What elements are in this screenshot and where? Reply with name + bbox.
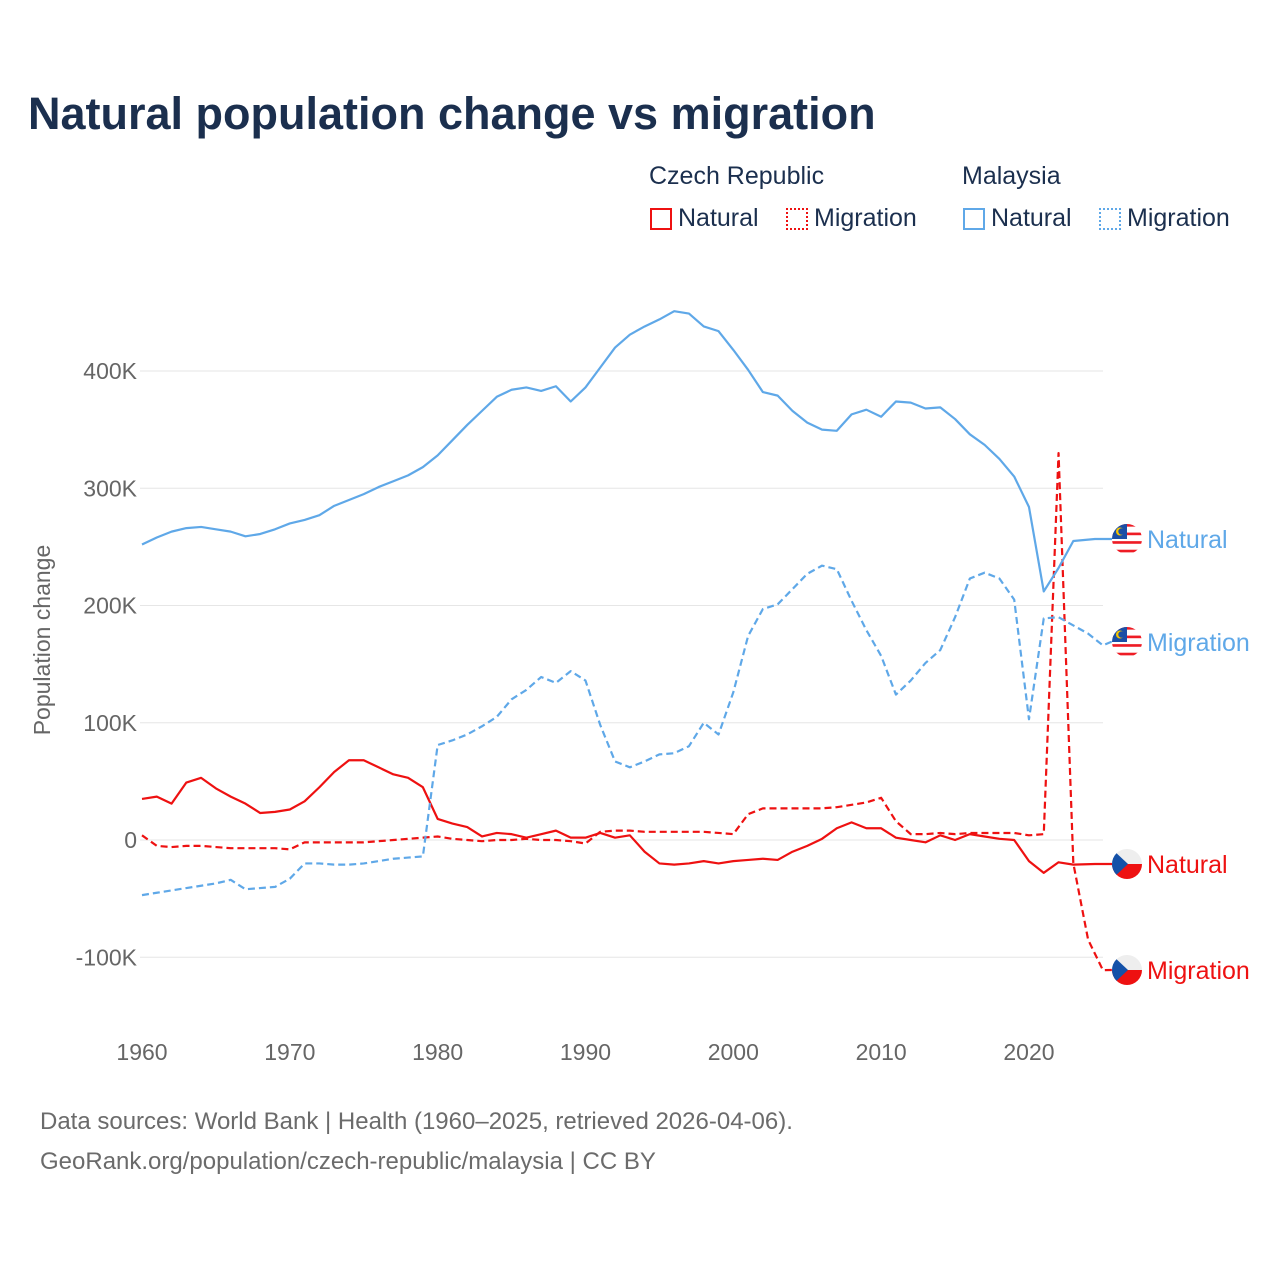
footer-link[interactable]: GeoRank.org/population/czech-republic/ma…: [40, 1148, 656, 1175]
chart-title: Natural population change vs migration: [28, 88, 876, 139]
x-tick-label: 1970: [264, 1039, 315, 1065]
y-tick-label: 400K: [83, 358, 137, 384]
series-end-label: Migration: [1147, 629, 1250, 657]
legend-czech-migration[interactable]: Migration: [786, 204, 917, 233]
flag-body: [1112, 524, 1142, 553]
series-line-malaysia-migration: [141, 564, 1112, 897]
flag-stripe: [1112, 648, 1142, 652]
flag-triangle: [1112, 955, 1128, 985]
series-line-czech-republic-migration: [141, 451, 1112, 972]
legend-label: Natural: [991, 204, 1072, 232]
x-tick-label: 2020: [1003, 1039, 1054, 1065]
flag-body: [1112, 955, 1142, 985]
flag-stripe: [1112, 541, 1142, 544]
y-tick-label: -100K: [76, 944, 138, 970]
series-end-label: Natural: [1147, 851, 1228, 879]
series-end-label: Migration: [1147, 957, 1250, 985]
malaysia-flag-icon: [1112, 627, 1142, 656]
legend-label: Natural: [678, 204, 759, 232]
flag-stripe: [1112, 545, 1142, 549]
footer-sources: Data sources: World Bank | Health (1960–…: [40, 1108, 793, 1135]
legend-swatch-solid-red: [650, 207, 672, 230]
legend-label: Migration: [814, 204, 917, 232]
series-line-czech-republic-natural: [141, 759, 1112, 874]
legend-malaysia-migration[interactable]: Migration: [1099, 204, 1230, 233]
flag-body: [1112, 849, 1142, 879]
x-tick-label: 2010: [856, 1039, 907, 1065]
flag-crescent-cut: [1118, 631, 1125, 638]
y-tick-label: 200K: [83, 593, 137, 619]
x-tick-label: 1960: [116, 1039, 167, 1065]
series-line-malaysia-natural: [141, 310, 1112, 593]
flag-stripe: [1112, 644, 1142, 647]
y-tick-label: 0: [124, 827, 137, 853]
flag-crescent-cut: [1118, 528, 1125, 535]
malaysia-flag-icon: [1112, 524, 1142, 553]
legend-group-malaysia: Malaysia: [962, 162, 1061, 190]
legend-label: Migration: [1127, 204, 1230, 232]
y-axis-label: Population change: [29, 545, 55, 736]
legend-group-czech: Czech Republic: [649, 162, 825, 190]
flag-stripe: [1112, 549, 1142, 553]
flag-stripe: [1112, 652, 1142, 656]
y-tick-label: 300K: [83, 475, 137, 501]
legend-swatch-solid-blue: [963, 207, 985, 230]
czech-flag-icon: [1112, 955, 1142, 985]
y-tick-label: 100K: [83, 710, 137, 736]
legend-swatch-dotted-red: [786, 207, 808, 230]
x-tick-label: 1980: [412, 1039, 463, 1065]
x-tick-label: 2000: [708, 1039, 759, 1065]
czech-flag-icon: [1112, 849, 1142, 879]
flag-triangle: [1112, 849, 1128, 879]
legend-swatch-dotted-blue: [1099, 207, 1121, 230]
series-end-label: Natural: [1147, 526, 1228, 554]
legend-malaysia-natural[interactable]: Natural: [963, 204, 1072, 233]
x-tick-label: 1990: [560, 1039, 611, 1065]
flag-body: [1112, 627, 1142, 656]
legend-czech-natural[interactable]: Natural: [650, 204, 759, 233]
